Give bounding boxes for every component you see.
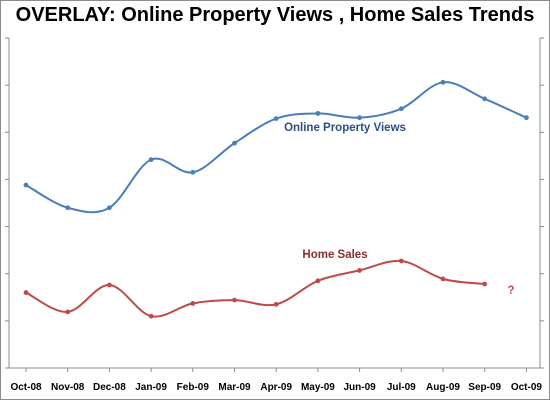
data-point	[482, 96, 488, 102]
data-point	[65, 309, 71, 315]
series-label-sales: Home Sales	[302, 249, 367, 261]
data-point	[440, 276, 446, 282]
x-axis-ticks	[25, 368, 527, 372]
y-axis-ticks	[5, 37, 9, 369]
x-tick-labels: Oct-08 Nov-08 Dec-08 Jan-09 Feb-09 Mar-09 Apr-…	[10, 382, 542, 393]
x-tick-label: Sep-09	[468, 382, 501, 393]
data-point	[357, 115, 362, 121]
data-point	[107, 205, 112, 211]
y2-axis-ticks	[540, 37, 544, 369]
data-point	[273, 116, 279, 122]
data-point	[190, 169, 196, 175]
x-tick-label: Feb-09	[177, 382, 210, 393]
data-point	[107, 282, 112, 288]
data-point	[357, 268, 362, 273]
data-point	[482, 281, 488, 287]
x-tick-label: Dec-08	[93, 382, 126, 393]
data-point	[190, 301, 196, 306]
data-point	[273, 301, 279, 307]
x-tick-label: Jul-09	[387, 382, 416, 393]
x-tick-label: Jun-09	[343, 382, 376, 393]
x-tick-label: Apr-09	[260, 382, 292, 393]
series-line-sales	[25, 259, 485, 318]
x-tick-label: Oct-09	[511, 382, 543, 393]
data-point	[232, 140, 237, 146]
data-point	[23, 290, 29, 295]
chart-title: OVERLAY: Online Property Views , Home Sa…	[15, 4, 535, 26]
data-point	[148, 157, 154, 163]
data-point	[23, 182, 29, 188]
data-point	[315, 111, 321, 116]
data-point	[148, 313, 154, 319]
series-label-views: Online Property Views	[284, 122, 406, 134]
data-point	[440, 79, 446, 85]
x-tick-label: Nov-08	[51, 382, 85, 393]
x-tick-label: Aug-09	[426, 382, 460, 393]
series-line-views	[25, 81, 527, 214]
data-point	[315, 278, 321, 284]
data-point	[398, 258, 404, 264]
data-point	[524, 115, 529, 121]
x-tick-label: Mar-09	[218, 382, 251, 393]
question-mark-annotation: ?	[507, 285, 514, 297]
series-layer	[23, 79, 529, 319]
data-point	[65, 205, 71, 211]
x-tick-label: Jan-09	[135, 382, 167, 393]
x-tick-label: May-09	[301, 382, 335, 393]
data-point	[398, 106, 404, 112]
x-tick-label: Oct-08	[10, 382, 42, 393]
data-point	[232, 297, 237, 303]
